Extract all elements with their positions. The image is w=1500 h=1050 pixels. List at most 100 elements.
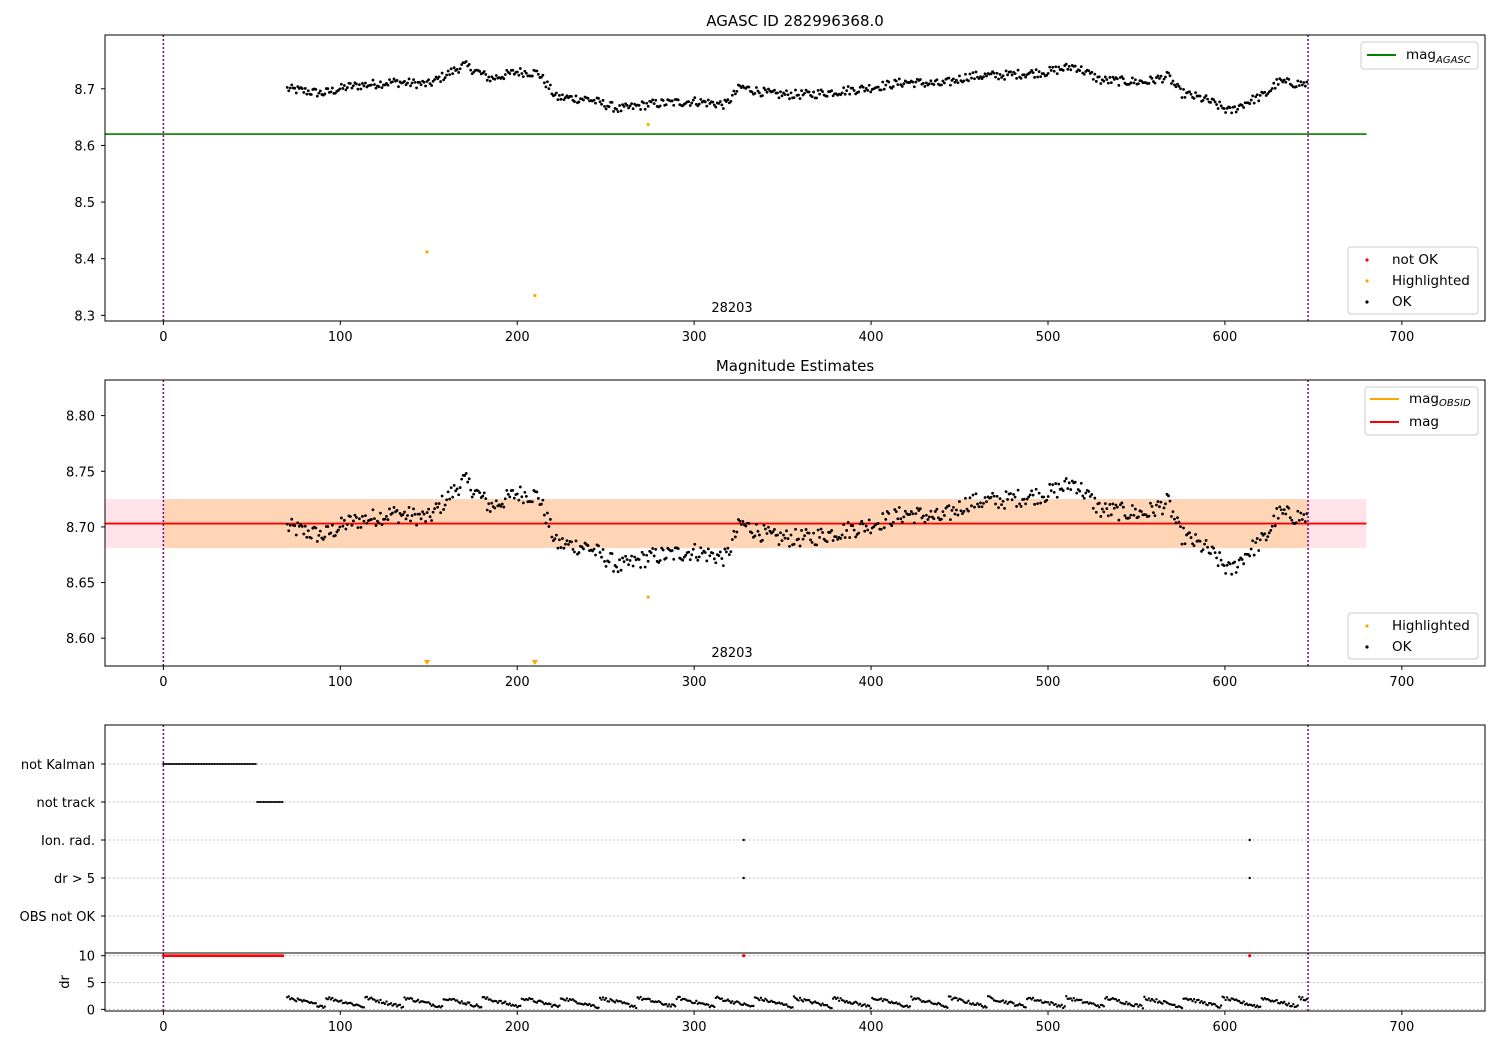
ok-point (777, 543, 781, 546)
ok-point (810, 540, 814, 544)
ok-point (688, 558, 692, 562)
dr-point (613, 1001, 617, 1004)
dr-point (1065, 994, 1068, 998)
ok-point (762, 523, 766, 527)
ok-point (625, 558, 629, 561)
ok-point (926, 518, 930, 521)
ok-point (1004, 490, 1008, 494)
ok-point (1090, 493, 1094, 496)
ok-point (362, 84, 366, 88)
ok-point (1272, 514, 1276, 518)
ok-point (1263, 532, 1267, 536)
ok-point (1087, 69, 1091, 73)
ok-point (1179, 87, 1182, 91)
ok-point (1296, 79, 1300, 83)
dr-point (955, 996, 958, 1000)
dr-point (845, 999, 848, 1003)
ok-point (615, 107, 618, 111)
flag-point (173, 763, 176, 765)
dr-point (499, 999, 502, 1003)
ok-point (421, 510, 424, 514)
ok-point (687, 550, 691, 554)
ok-point (1091, 77, 1095, 81)
ok-point (762, 86, 766, 90)
ok-point (887, 512, 891, 515)
ok-point (294, 533, 298, 537)
ok-point (377, 85, 381, 89)
ok-point (879, 527, 883, 531)
ok-point (911, 512, 915, 516)
legend-ok-label: OK (1392, 294, 1413, 310)
ok-point (693, 542, 697, 546)
flag-point (257, 801, 260, 803)
dr-point (935, 1003, 939, 1006)
ok-point (830, 529, 834, 532)
ok-point (894, 510, 898, 513)
ok-point (318, 89, 322, 93)
agasc-ytick-label: 8.6 (74, 139, 95, 154)
ok-point (1173, 83, 1176, 87)
ok-point (672, 103, 676, 107)
ok-point (723, 547, 727, 551)
ok-point (1055, 72, 1059, 76)
ok-point (712, 103, 716, 107)
dr-point (1132, 1004, 1136, 1008)
dr-point (689, 999, 692, 1003)
ok-point (524, 71, 528, 75)
ok-point (1066, 67, 1070, 71)
ok-point (994, 502, 997, 506)
dr-point (598, 996, 602, 1000)
dr-point (1290, 1005, 1294, 1008)
ok-point (1162, 77, 1166, 81)
dr-point (467, 1001, 471, 1004)
ok-point (903, 509, 907, 513)
ok-point (1100, 507, 1104, 511)
ok-point (812, 531, 815, 535)
ok-point (848, 536, 852, 539)
ok-point (1189, 536, 1193, 539)
dr-point (1137, 1005, 1140, 1008)
ok-point (403, 79, 406, 83)
dr-point (601, 996, 605, 999)
ok-point (1269, 529, 1273, 532)
ok-point (1279, 78, 1283, 82)
ok-point (352, 84, 355, 88)
ok-point (797, 537, 800, 541)
ok-point (776, 533, 779, 537)
ok-point (1284, 80, 1288, 84)
ok-point (415, 523, 418, 527)
dr-point (693, 1001, 696, 1005)
ok-point (1030, 69, 1034, 72)
ok-point (848, 92, 852, 96)
ok-point (1109, 513, 1113, 517)
dr-point (1059, 1005, 1062, 1008)
ok-point (619, 568, 623, 572)
dr-point (707, 1003, 710, 1006)
ok-point (732, 529, 736, 533)
ok-point (825, 540, 829, 544)
ok-point (545, 80, 549, 84)
ok-point (1105, 507, 1109, 511)
ok-point (1252, 101, 1256, 105)
ok-point (852, 528, 856, 532)
ok-point (478, 491, 482, 495)
dr-point (869, 1007, 872, 1010)
ok-point (517, 73, 521, 77)
ok-point (747, 522, 751, 525)
ok-point (976, 502, 979, 506)
ok-point (449, 67, 453, 71)
ok-point (485, 508, 489, 512)
ok-point (1012, 493, 1015, 496)
ok-point (858, 522, 862, 526)
ok-point (356, 526, 360, 530)
ok-point (1099, 515, 1103, 518)
legend-highlighted-label: Highlighted (1392, 273, 1470, 289)
ok-point (687, 100, 691, 104)
ok-point (452, 484, 456, 487)
ok-point (309, 93, 313, 96)
ok-point (562, 98, 566, 102)
ok-point (1164, 75, 1167, 79)
ok-point (812, 90, 815, 94)
ok-point (785, 529, 788, 533)
ok-point (1209, 552, 1212, 556)
